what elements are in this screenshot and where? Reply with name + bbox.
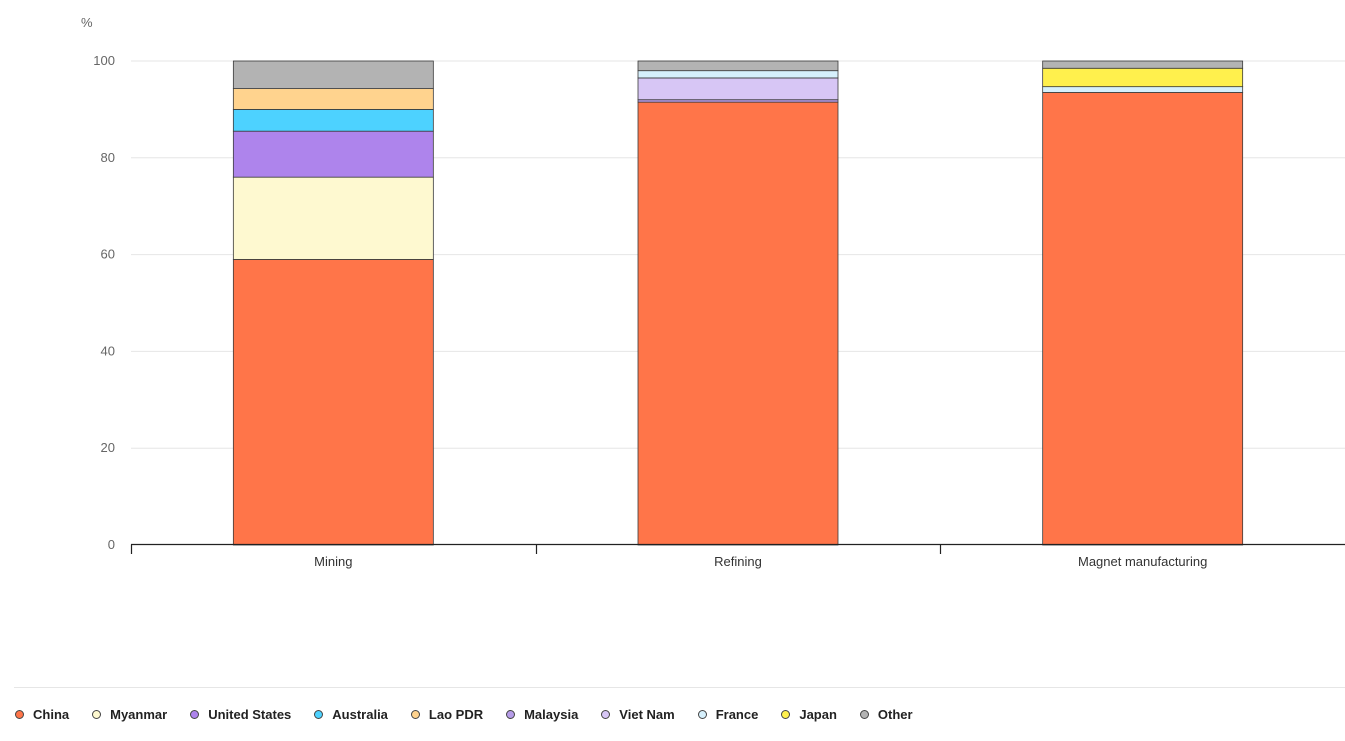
bar-segment-refining-china[interactable] <box>637 101 839 546</box>
legend-item-other[interactable]: Other <box>859 706 913 722</box>
legend-label: Japan <box>799 706 837 722</box>
legend-swatch-lao-pdr <box>410 709 420 719</box>
legend-label: China <box>33 706 70 722</box>
legend-label: Myanmar <box>110 706 168 722</box>
y-axis-ticks: 0 20 40 60 80 100 <box>93 53 115 552</box>
bar-segment-magnet-manufacturing-japan[interactable] <box>1042 67 1244 88</box>
legend-swatch-other <box>859 709 869 719</box>
bar-stack-refining <box>637 60 839 546</box>
legend-item-lao-pdr[interactable]: Lao PDR <box>410 706 484 722</box>
bar-segment-magnet-manufacturing-china[interactable] <box>1042 92 1244 546</box>
bar-segment-refining-france[interactable] <box>637 70 839 79</box>
bar-segment-refining-other[interactable] <box>637 60 839 72</box>
legend-label: United States <box>208 706 292 722</box>
legend-label: France <box>715 706 759 722</box>
bar-segment-mining-australia[interactable] <box>232 109 434 132</box>
legend-swatch-japan <box>781 709 791 719</box>
legend-swatch-malaysia <box>506 709 516 719</box>
legend-label: Other <box>877 706 913 722</box>
y-tick-label: 20 <box>101 440 115 455</box>
y-tick-label: 60 <box>101 247 115 262</box>
x-axis-tick-labels: Mining Refining Magnet manufacturing <box>314 554 1207 569</box>
legend-swatch-australia <box>314 709 324 719</box>
legend-item-malaysia[interactable]: Malaysia <box>506 707 578 722</box>
bar-segment-refining-viet-nam[interactable] <box>637 77 839 101</box>
legend-swatch-viet-nam <box>601 709 611 719</box>
legend: China Myanmar United States Australia Lao PD… <box>15 704 936 724</box>
y-tick-label: 80 <box>101 150 115 165</box>
bar-segment-mining-china[interactable] <box>232 259 434 546</box>
x-tick-label-mining: Mining <box>314 554 352 569</box>
bars-layer <box>232 60 1244 546</box>
bar-stack-magnet-manufacturing <box>1042 60 1244 546</box>
bar-segment-mining-other[interactable] <box>232 60 434 89</box>
y-tick-label: 40 <box>101 343 115 358</box>
legend-swatch-myanmar <box>92 709 102 719</box>
bar-stack-mining <box>232 60 434 546</box>
y-tick-label: 100 <box>93 53 115 68</box>
bar-segment-mining-lao-pdr[interactable] <box>232 88 434 110</box>
bar-segment-mining-united-states[interactable] <box>232 130 434 178</box>
x-tick-label-refining: Refining <box>714 554 762 569</box>
y-tick-label: 0 <box>108 537 115 552</box>
legend-item-japan[interactable]: Japan <box>781 707 837 722</box>
legend-label: Malaysia <box>524 706 579 722</box>
legend-divider <box>14 687 1345 688</box>
bar-segment-magnet-manufacturing-other[interactable] <box>1042 60 1244 69</box>
legend-item-myanmar[interactable]: Myanmar <box>92 707 167 722</box>
legend-swatch-france <box>697 709 707 719</box>
x-tick-label-magnet-manufacturing: Magnet manufacturing <box>1078 554 1207 569</box>
bar-segment-magnet-manufacturing-france[interactable] <box>1042 86 1244 93</box>
y-axis-unit-label: % <box>81 15 93 30</box>
legend-item-australia[interactable]: Australia <box>314 707 388 722</box>
legend-label: Australia <box>332 706 388 722</box>
bar-segment-mining-myanmar[interactable] <box>232 176 434 260</box>
legend-swatch-united-states <box>190 709 200 719</box>
legend-swatch-china <box>15 709 24 719</box>
legend-label: Viet Nam <box>619 706 675 722</box>
x-axis <box>130 543 1345 554</box>
legend-item-viet-nam[interactable]: Viet Nam <box>601 706 675 722</box>
legend-item-france[interactable]: France <box>697 706 759 722</box>
legend-item-china[interactable]: China <box>15 707 69 722</box>
legend-item-united-states[interactable]: United States <box>190 707 291 722</box>
legend-label: Lao PDR <box>428 706 484 722</box>
